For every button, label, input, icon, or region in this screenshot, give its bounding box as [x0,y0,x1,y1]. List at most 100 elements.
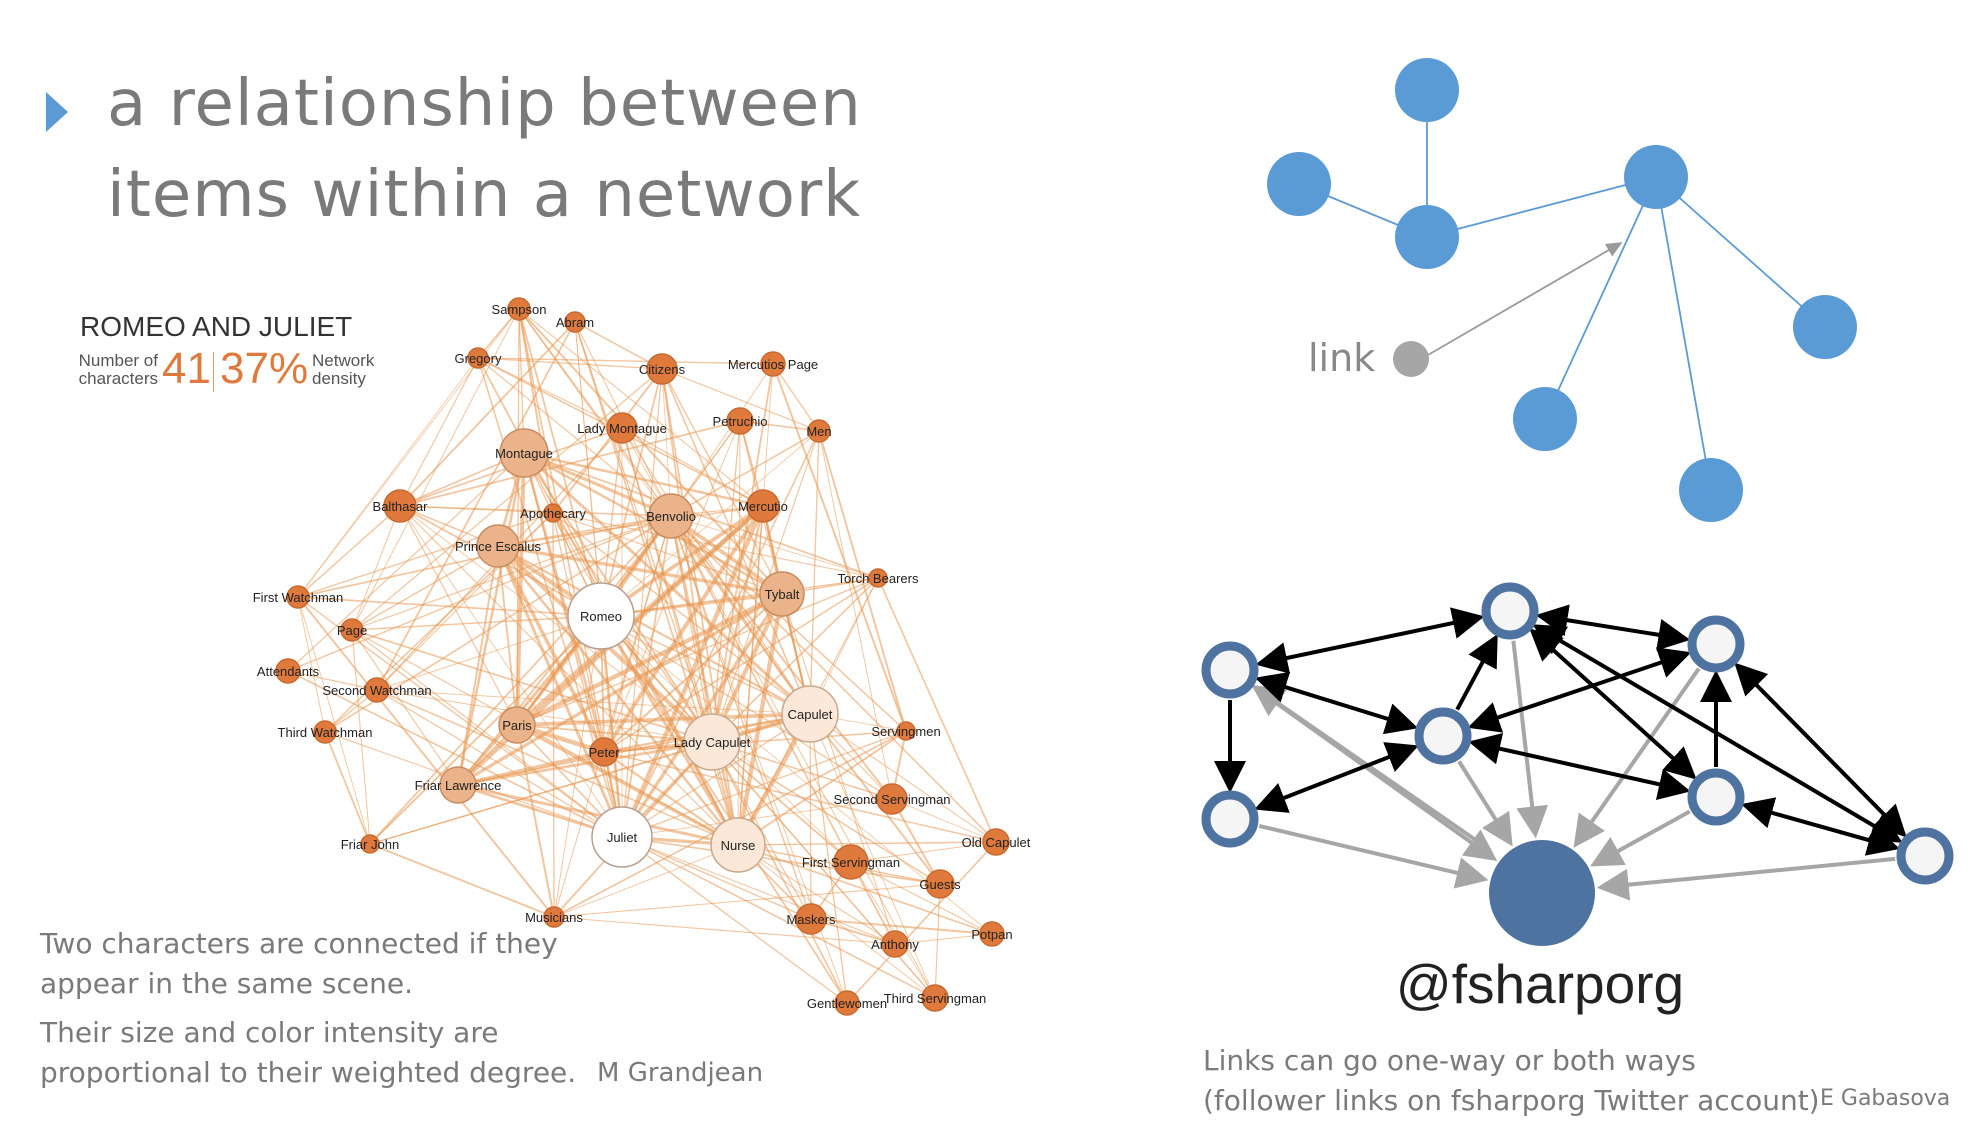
rj-node-first-servingman: First Servingman [802,844,900,880]
rj-edge [781,593,896,945]
rj-node-label: Second Watchman [322,683,431,698]
rj-edge [518,308,602,617]
rj-edge [553,916,896,945]
simple-node [1395,205,1459,269]
rj-caption-1: Two characters are connected if they [40,927,558,960]
one-way-follow-edge [1596,856,1896,901]
rj-edge [661,368,783,595]
rj-node-label: Maskers [786,912,836,927]
rj-edge [809,713,848,1004]
rj-edge [670,515,997,843]
rj-node-label: Anthony [871,937,919,952]
rj-node-label: Sampson [492,302,547,317]
rj-node-benvolio: Benvolio [646,493,696,539]
rj-edge [737,420,741,846]
rj-node-label: First Servingman [802,855,900,870]
rj-node-page: Page [337,618,367,642]
rj-node-label: Abram [556,315,594,330]
rj-node-juliet: Juliet [591,806,653,868]
rj-edge [369,515,672,845]
rj-node-label: Servingmen [871,724,940,739]
rj-node-label: Mercutio [738,499,788,514]
rj-credit: M Grandjean [597,1058,764,1088]
rj-node-old-capulet: Old Capulet [962,828,1031,856]
density-value: 37% [220,344,309,393]
rj-edge [297,596,602,617]
rj-edge [552,512,555,918]
rj-edge [553,615,602,918]
rj-edge [516,724,555,918]
rj-edge [497,505,764,547]
one-way-follow-edge [1457,760,1513,847]
rj-node-sampson: Sampson [492,297,547,321]
rj-edge [287,670,378,691]
rj-edge [399,505,713,743]
rj-edge [399,505,518,726]
rj-edge [891,798,941,885]
rj-edge [670,515,879,579]
rj-edge [351,629,739,846]
mutual-follow-edge [1467,647,1692,733]
rj-edge [603,577,879,753]
rj-edge [670,515,812,920]
rj-edge [297,505,401,598]
rj-edge [772,363,820,432]
rj-node-capulet: Capulet [781,685,839,743]
rj-edge [376,689,713,743]
rj-edge [477,357,774,365]
rj-edge [287,515,672,672]
rj-edge [621,836,896,945]
rj-node-label: Attendants [257,664,320,679]
rj-edge [297,596,371,845]
rj-edge [737,730,907,846]
rj-node-attendants: Attendants [257,658,320,684]
rj-node-label: Juliet [607,830,638,845]
rj-edge [399,321,576,507]
rj-edge [369,843,555,918]
rj-node-label: First Watchman [253,590,344,605]
romeo-juliet-network: Sampson Abram Gregory Citizens Mercutios Pag… [253,297,1031,1016]
rj-edge [376,512,554,691]
rj-node-label: Men [806,424,831,439]
rj-node-romeo: Romeo [567,582,635,650]
rj-node-first-watchman: First Watchman [253,585,344,609]
simple-edge [1544,176,1657,420]
rj-edge [600,577,879,617]
rj-caption-3: Their size and color intensity are [40,1016,499,1049]
rj-divider [213,352,214,392]
rj-edge [351,515,672,631]
rj-edge [877,577,997,843]
center-account-node [1489,840,1595,946]
center-account-label: @fsharporg [1395,953,1685,1015]
rj-edge [552,512,783,595]
rj-edge [287,670,623,838]
mutual-follow-edge [1741,797,1900,856]
rj-edge [809,713,941,885]
rj-node-second-servingman: Second Servingman [833,783,951,815]
rj-edge [553,844,739,918]
rj-node-label: Gregory [455,351,502,366]
rj-edge [516,592,783,727]
heading-line-1: a relationship between [107,67,862,141]
rj-node-third-watchman: Third Watchman [278,720,372,744]
rj-edge [737,844,896,945]
rj-edge [621,427,764,507]
rj-edge [399,357,479,507]
rj-edge [621,836,936,999]
rj-node-men: Men [806,419,832,443]
one-way-follow-edge [1590,809,1691,867]
rj-node-maskers: Maskers [786,903,836,935]
rj-node-friar-lawrence: Friar Lawrence [415,766,501,804]
rj-edge [772,363,907,732]
rj-node-label: Mercutios Page [728,357,818,372]
follow-caption-1: Links can go one-way or both ways [1203,1044,1696,1077]
rj-edge [518,308,554,514]
rj-edge [553,515,672,918]
follow-credit: E Gabasova [1820,1086,1951,1111]
rj-edge [497,544,783,596]
rj-node-balthasar: Balthasar [373,489,428,523]
rj-node-potpan: Potpan [971,921,1013,947]
one-way-follow-edge [1258,823,1489,889]
simple-edge [1655,176,1826,328]
